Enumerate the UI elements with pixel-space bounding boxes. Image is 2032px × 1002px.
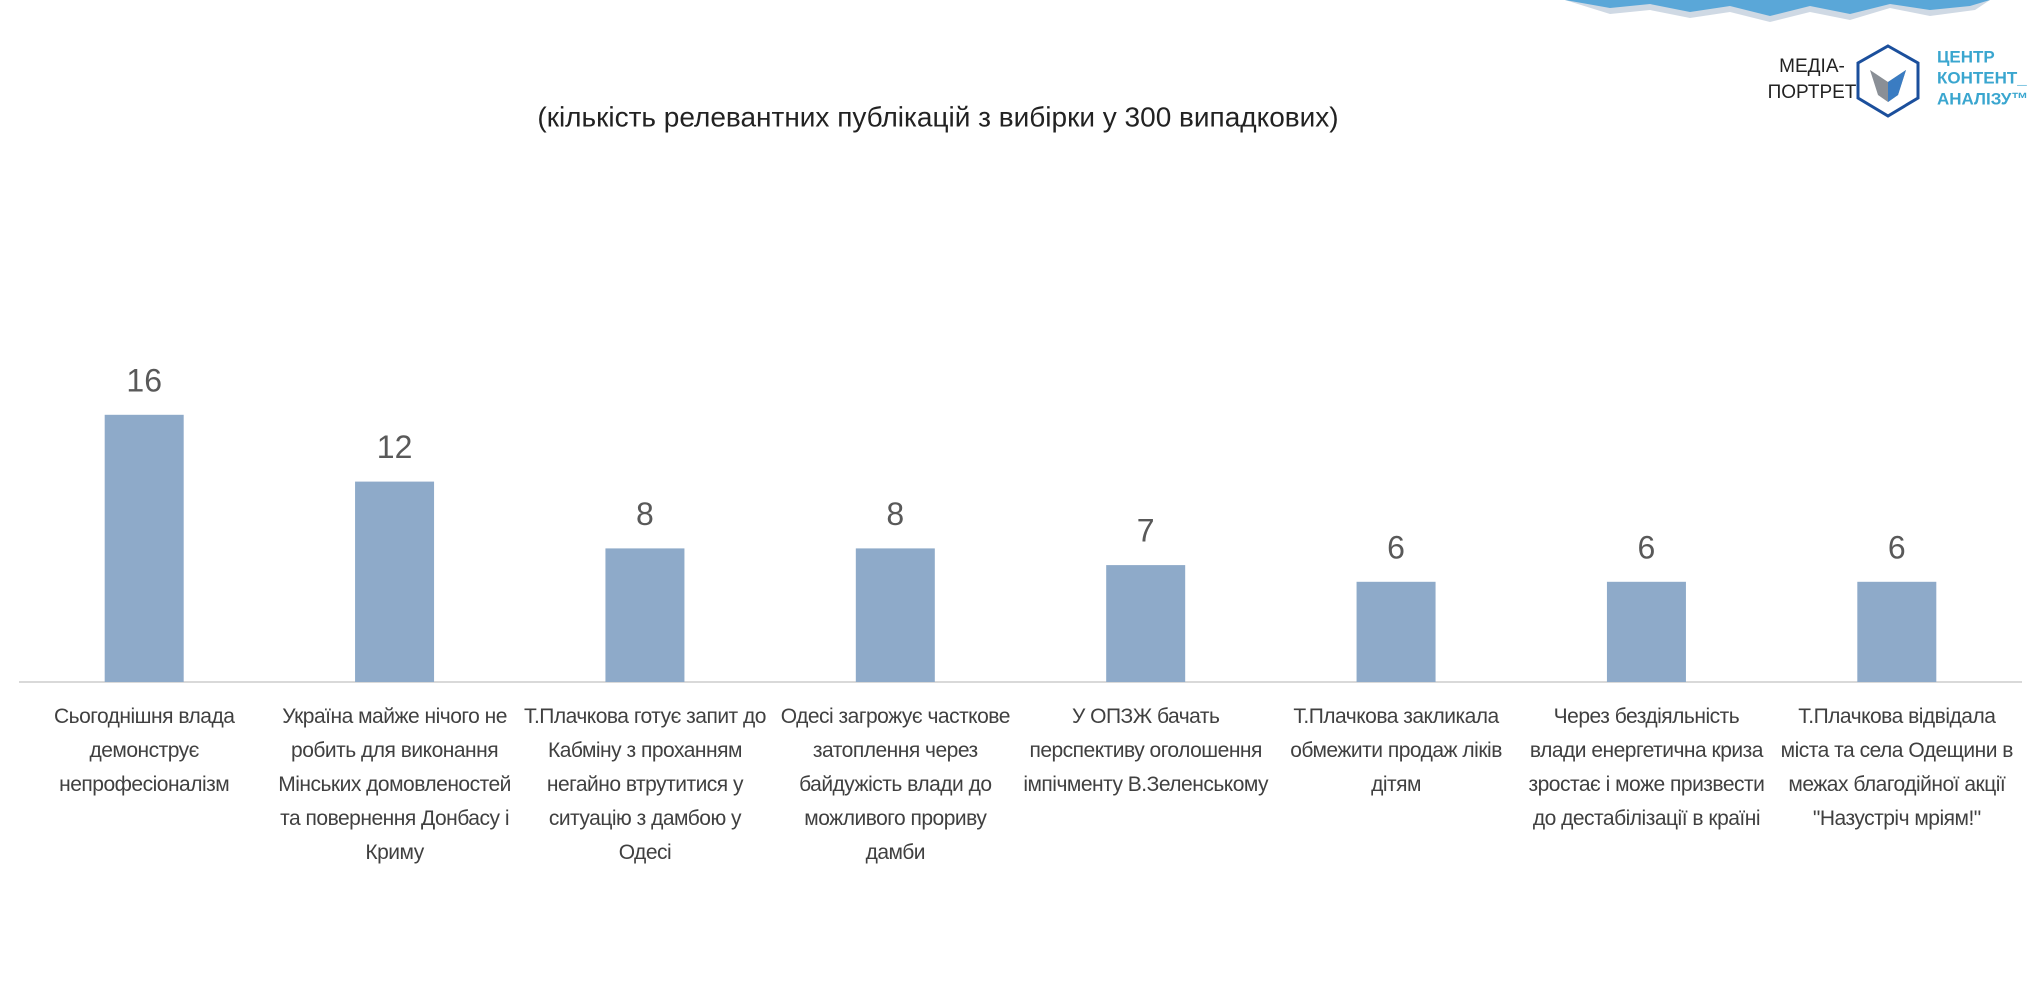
logo-text: КОНТЕНТ_ [1937,68,2027,87]
data-label: 6 [1888,529,1906,565]
data-label: 6 [1638,529,1656,565]
x-tick-label: Сьогоднішня влада демонструє непрофесіон… [53,705,235,796]
bar [355,481,435,682]
x-tick-label: Т.Плачкова відвідала міста та села Одещи… [1780,705,2014,830]
logo-text: МЕДІА- [1779,56,1845,77]
x-tick-label: Україна майже нічого не робить для викон… [278,705,511,864]
x-tick-label: Одесі загрожує часткове затоплення через… [780,705,1011,864]
x-tick-label: Через бездіяльність влади енергетична кр… [1528,705,1765,830]
logo-hexagon [1856,44,1920,118]
chart-subtitle: (кількість релевантних публікацій з вибі… [537,101,1338,132]
data-label: 8 [886,496,904,532]
x-tick-label: Т.Плачкова готує запит до Кабміну з прох… [523,705,767,864]
data-label: 8 [636,496,654,532]
logo-text: АНАЛІЗУ™ [1937,89,2028,108]
logo-waves [1565,0,1990,22]
bar [1356,581,1436,682]
x-tick-label: У ОПЗЖ бачать перспективу оголошення імп… [1023,705,1269,796]
x-tick-label: Т.Плачкова закликала обмежити продаж лік… [1290,705,1502,796]
bar [855,548,935,682]
bar [1606,581,1686,682]
data-label: 7 [1137,513,1155,549]
logo-text: ЦЕНТР [1937,47,1995,66]
bar [104,414,184,682]
data-label: 16 [126,362,162,398]
bar [1106,565,1186,682]
bar [605,548,685,682]
data-label: 6 [1387,529,1405,565]
logo-text: ПОРТРЕТ [1768,82,1857,103]
bar [1857,581,1937,682]
data-label: 12 [377,429,413,465]
